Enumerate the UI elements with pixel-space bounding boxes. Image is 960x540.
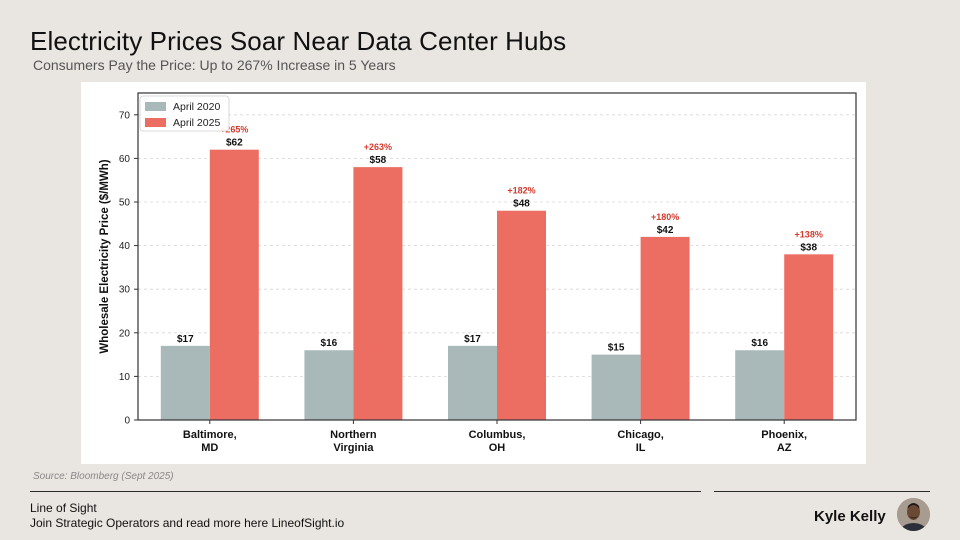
x-tick-label: AZ — [777, 442, 792, 454]
bar-2025 — [497, 210, 546, 420]
brand-tagline[interactable]: Join Strategic Operators and read more h… — [30, 516, 345, 530]
bar-value-label: $16 — [321, 338, 338, 349]
bar-2025 — [784, 254, 834, 420]
avatar-icon — [897, 498, 930, 531]
x-tick-label: Phoenix, — [761, 429, 807, 441]
y-axis-label: Wholesale Electricity Price ($/MWh) — [99, 159, 111, 353]
bar-2020 — [160, 345, 210, 420]
y-tick-label: 0 — [124, 416, 130, 427]
bar-2025 — [640, 236, 690, 420]
percent-increase-label: +263% — [364, 142, 392, 152]
bar-chart: 0 10 20 30 40 50 60 70 Wholesale Electricity Pri… — [99, 92, 857, 454]
y-tick-label: 20 — [119, 328, 131, 339]
legend-swatch — [145, 118, 166, 127]
data-labels: $17 $62 +265% $16 $58 +263% $17 $48 +182% $15 $42 +… — [177, 125, 823, 354]
author-avatar — [897, 498, 930, 531]
x-tick-label: Baltimore, — [183, 429, 237, 441]
x-tick-label: Chicago, — [617, 429, 663, 441]
x-tick-label: Columbus, — [469, 429, 526, 441]
page-title: Electricity Prices Soar Near Data Center… — [30, 26, 567, 56]
bar-value-label: $38 — [800, 242, 817, 253]
bar-2020 — [735, 350, 785, 420]
legend: April 2020 April 2025 — [139, 95, 230, 132]
bar-value-label: $42 — [657, 225, 674, 236]
y-tick-label: 40 — [119, 241, 131, 252]
bar-2020 — [448, 345, 497, 420]
bar-value-label: $48 — [513, 199, 530, 210]
bar-value-label: $62 — [226, 138, 243, 149]
percent-increase-label: +265% — [220, 125, 248, 135]
bar-value-label: $16 — [751, 338, 768, 349]
x-tick-label: OH — [489, 442, 506, 454]
chart-panel: 0 10 20 30 40 50 60 70 Wholesale Electricity Pri… — [81, 82, 866, 464]
bar-value-label: $17 — [464, 334, 481, 345]
brand-name: Line of Sight — [30, 501, 97, 515]
footer-divider-right — [714, 491, 930, 492]
footer-divider-left — [30, 491, 701, 492]
x-tick-label: Northern — [330, 429, 377, 441]
bar-value-label: $17 — [177, 334, 194, 345]
percent-increase-label: +180% — [651, 212, 679, 222]
y-tick-label: 10 — [119, 372, 131, 383]
x-tick-label: Virginia — [333, 442, 374, 454]
bar-value-label: $58 — [370, 155, 387, 166]
bar-2025 — [209, 149, 259, 420]
page-subtitle: Consumers Pay the Price: Up to 267% Incr… — [33, 57, 396, 73]
source-note: Source: Bloomberg (Sept 2025) — [33, 471, 174, 482]
footer-brand: Line of Sight Join Strategic Operators a… — [30, 501, 344, 531]
percent-increase-label: +182% — [507, 186, 535, 196]
percent-increase-label: +138% — [795, 229, 823, 239]
bar-2025 — [353, 167, 403, 420]
x-tick-label: MD — [201, 442, 218, 454]
x-tick-label: IL — [636, 442, 646, 454]
legend-label: April 2025 — [173, 117, 220, 129]
y-tick-label: 50 — [119, 198, 131, 209]
bars — [160, 149, 834, 420]
y-tick-label: 60 — [119, 154, 131, 165]
bar-value-label: $15 — [608, 343, 625, 354]
legend-label: April 2020 — [173, 101, 220, 113]
author-name: Kyle Kelly — [814, 508, 886, 525]
legend-swatch — [145, 102, 166, 111]
bar-2020 — [304, 350, 354, 420]
bar-2020 — [591, 354, 641, 420]
y-tick-label: 30 — [119, 285, 131, 296]
axes: 0 10 20 30 40 50 60 70 Wholesale Electricity Pri… — [99, 110, 807, 454]
y-tick-label: 70 — [119, 110, 131, 121]
